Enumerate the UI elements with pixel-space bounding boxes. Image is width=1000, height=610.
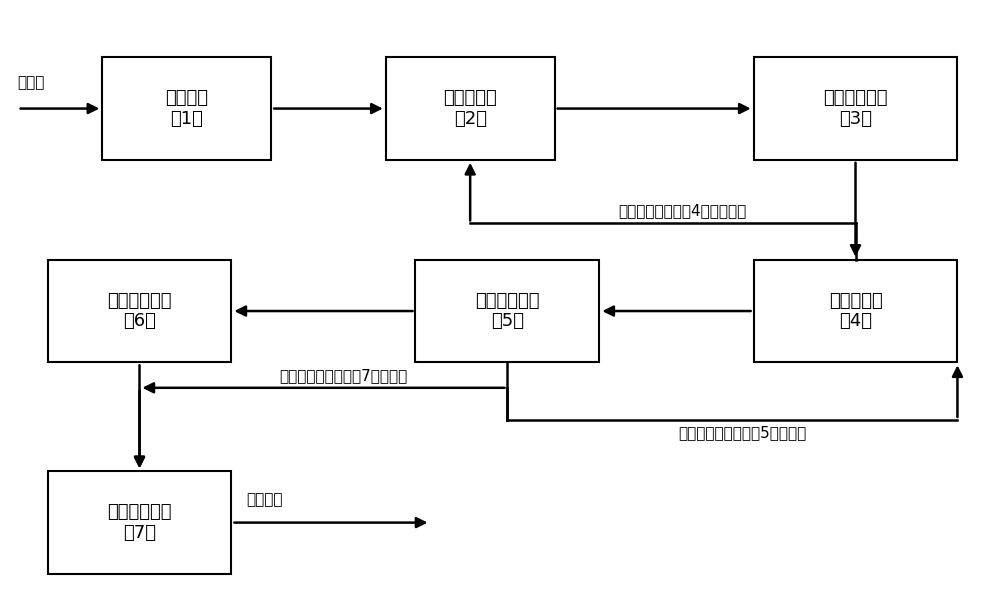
FancyBboxPatch shape (102, 57, 271, 160)
Text: 二次膜分离
（4）: 二次膜分离 （4） (829, 292, 882, 331)
Text: 一次低温催化
（3）: 一次低温催化 （3） (823, 89, 888, 128)
Text: 原料气: 原料气 (18, 76, 45, 90)
Text: 二次膜分离系统（4）贫氦尾气: 二次膜分离系统（4）贫氦尾气 (619, 204, 747, 218)
Text: 二次低温催化
（6）: 二次低温催化 （6） (107, 292, 172, 331)
FancyBboxPatch shape (386, 57, 555, 160)
FancyBboxPatch shape (48, 471, 231, 574)
FancyBboxPatch shape (754, 57, 957, 160)
Text: 一次膜分离
（2）: 一次膜分离 （2） (443, 89, 497, 128)
Text: 一次变压吸附
（5）: 一次变压吸附 （5） (475, 292, 540, 331)
FancyBboxPatch shape (415, 260, 599, 362)
Text: 二次变压吸附系统（7）解吸气: 二次变压吸附系统（7）解吸气 (279, 368, 408, 383)
Text: 一次变压吸附系统（5）解吸气: 一次变压吸附系统（5）解吸气 (678, 425, 807, 440)
Text: 二次变压吸附
（7）: 二次变压吸附 （7） (107, 503, 172, 542)
Text: 脱硫脱碳
（1）: 脱硫脱碳 （1） (165, 89, 208, 128)
FancyBboxPatch shape (754, 260, 957, 362)
Text: 超纯氦气: 超纯氦气 (246, 492, 283, 508)
FancyBboxPatch shape (48, 260, 231, 362)
